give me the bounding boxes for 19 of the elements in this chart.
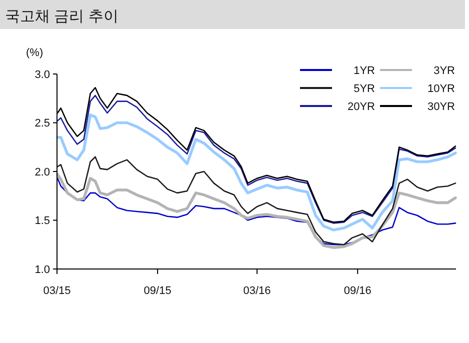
- y-axis-title: (%): [26, 47, 44, 59]
- x-tick-label: 09/16: [344, 285, 372, 297]
- x-tick-label: 09/15: [144, 285, 172, 297]
- legend-label: 10YR: [427, 82, 456, 95]
- y-tick-label: 2.0: [34, 166, 50, 178]
- line-series: [56, 156, 456, 246]
- chart-title: 국고채 금리 추이: [5, 8, 118, 25]
- line-series: [56, 114, 457, 232]
- legend-label: 3YR: [434, 64, 456, 77]
- legend-label: 30YR: [427, 100, 456, 113]
- y-tick-label: 1.5: [34, 215, 50, 228]
- legend-label: 5YR: [354, 82, 376, 95]
- x-tick-label: 03/15: [43, 285, 71, 297]
- y-tick-label: 2.5: [34, 118, 50, 130]
- y-tick-label: 3.0: [34, 68, 50, 81]
- x-tick-label: 03/16: [243, 285, 271, 297]
- y-tick-label: 1.0: [34, 264, 50, 276]
- legend-label: 20YR: [347, 100, 376, 113]
- legend-label: 1YR: [354, 64, 376, 77]
